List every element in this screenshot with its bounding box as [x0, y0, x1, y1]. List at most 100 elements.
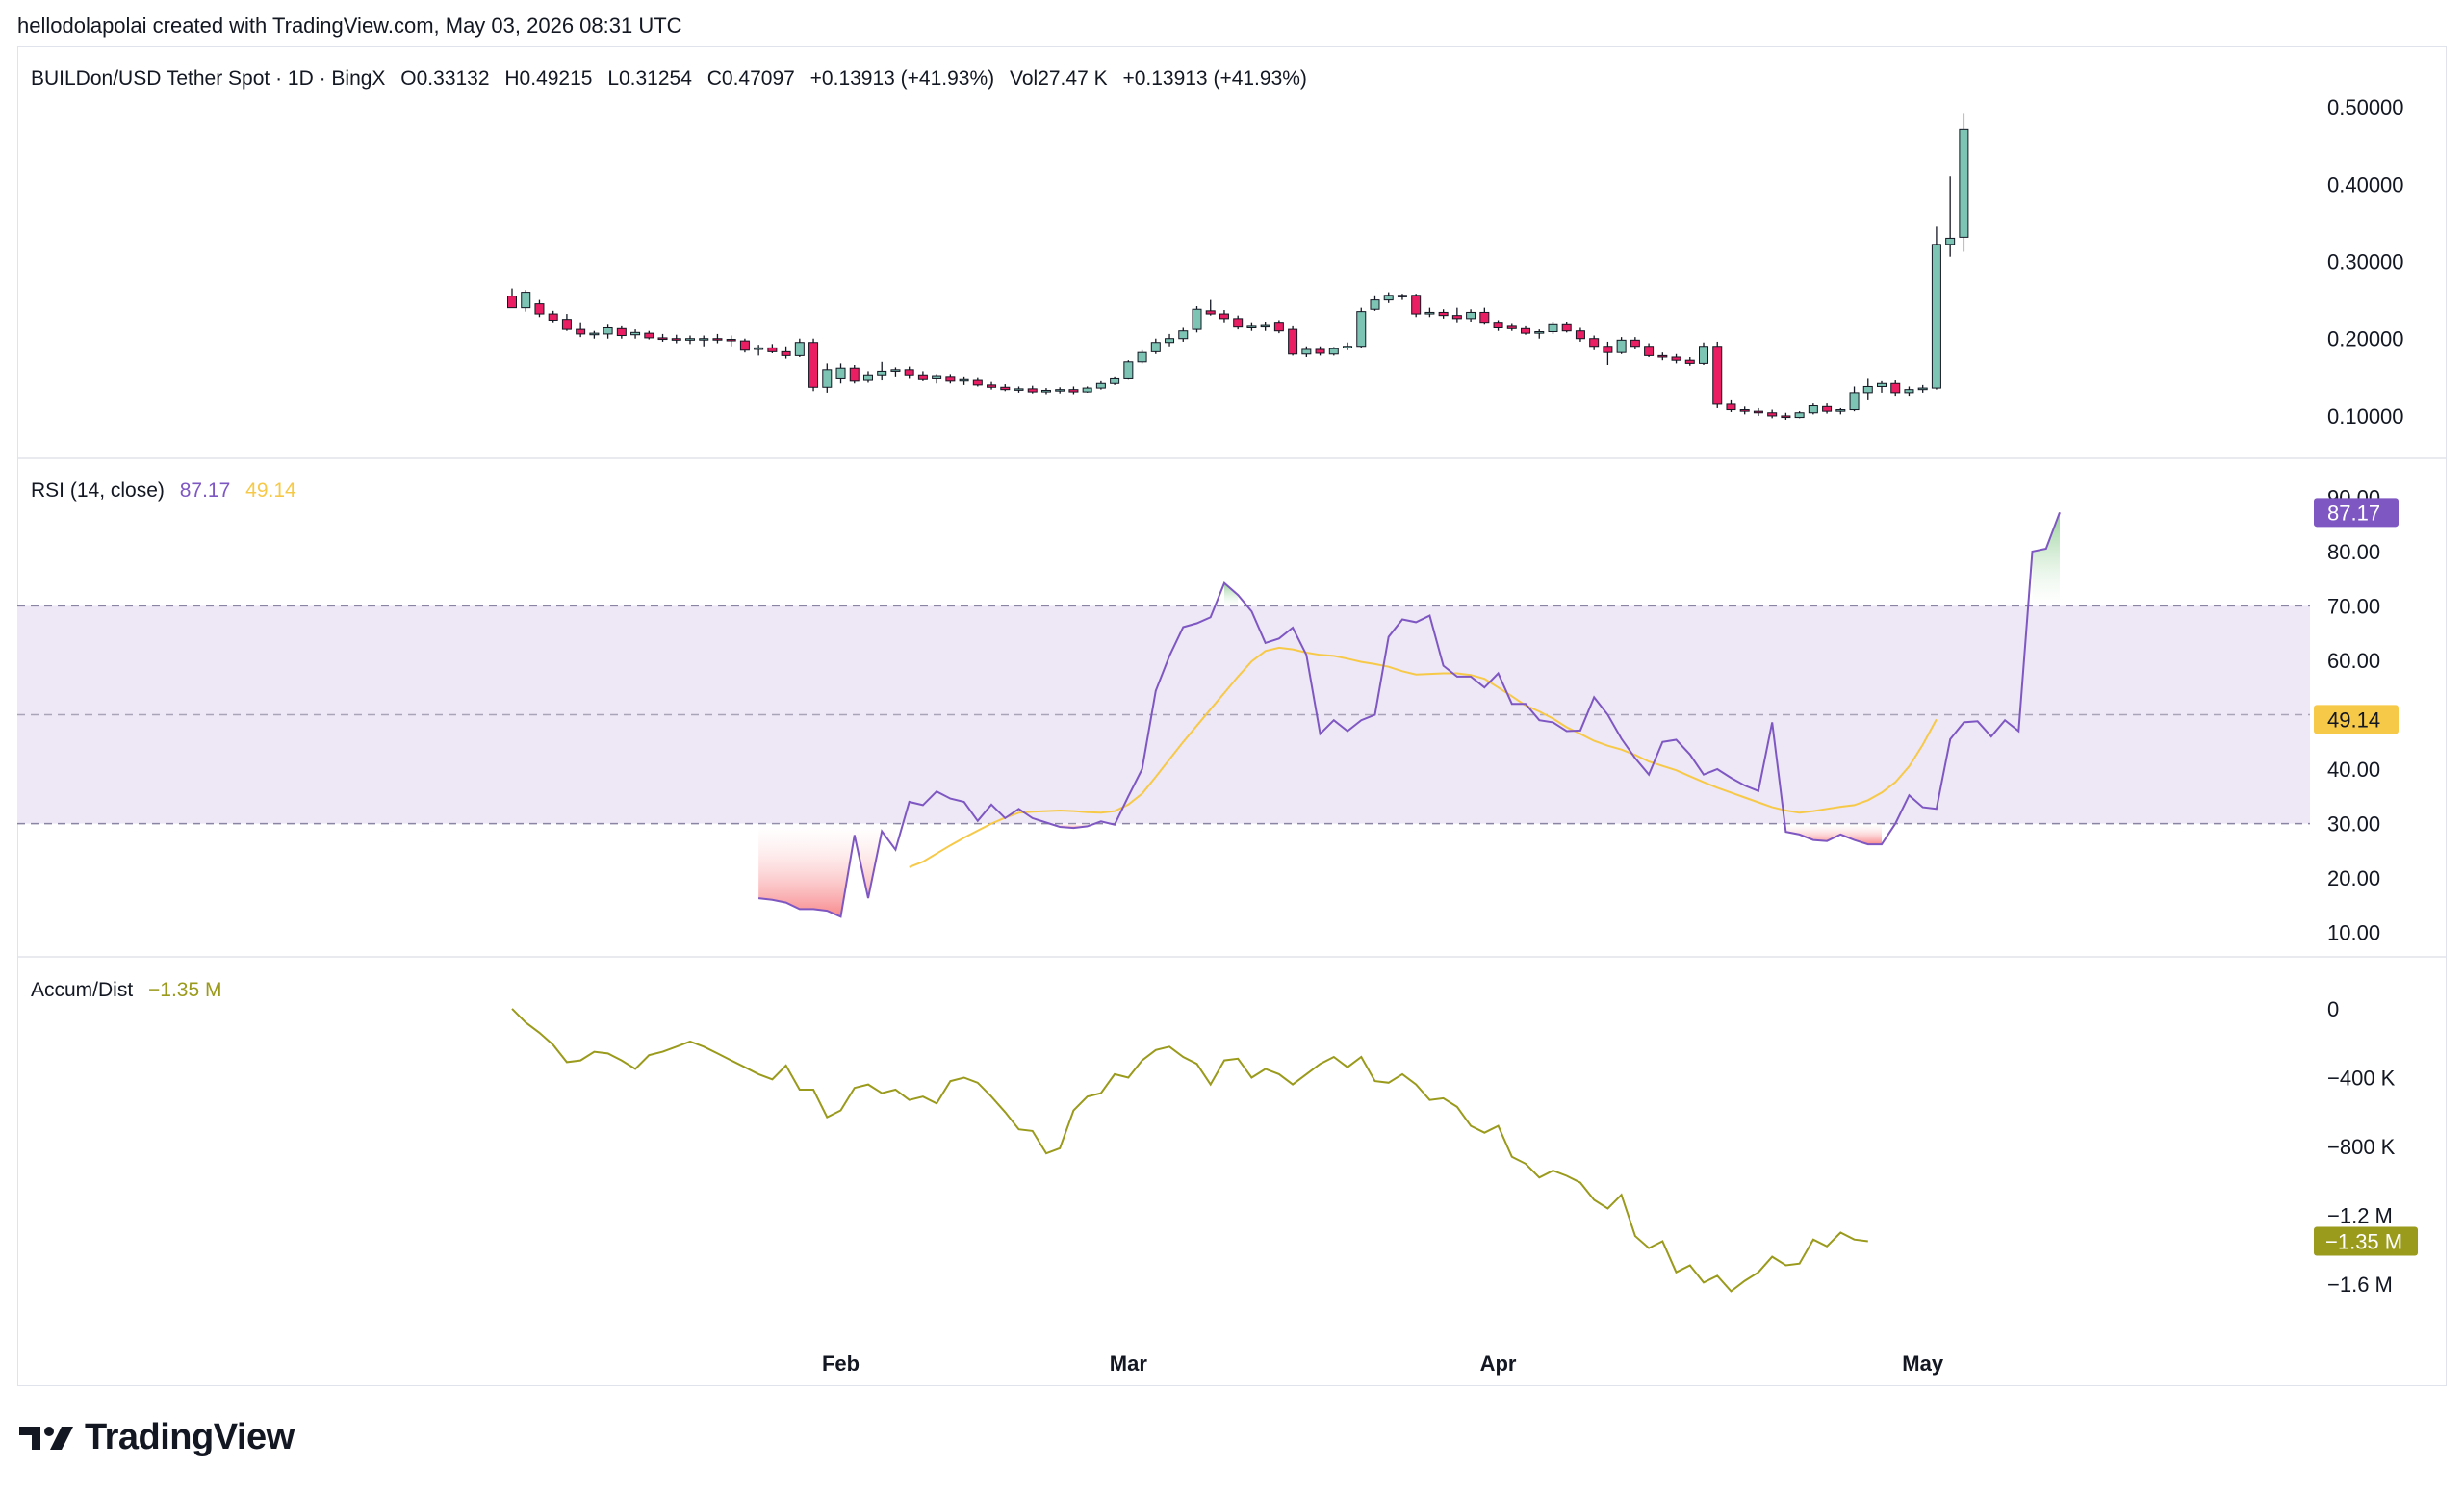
- candle-body: [862, 374, 873, 381]
- candle: [1739, 406, 1750, 415]
- candle: [781, 346, 791, 359]
- symbol-label[interactable]: BUILDon/USD Tether Spot · 1D · BingX: [31, 67, 386, 90]
- candle-body: [781, 350, 791, 356]
- candle-body: [1150, 342, 1161, 352]
- candle-body: [521, 292, 531, 309]
- candle-body: [1068, 389, 1079, 393]
- candle: [1328, 347, 1339, 356]
- rsi-label[interactable]: RSI (14, close): [31, 479, 165, 502]
- candle: [1343, 342, 1353, 350]
- candle-body: [1862, 385, 1873, 394]
- candle: [1506, 323, 1517, 331]
- candle-body: [1808, 405, 1818, 414]
- candle: [1589, 335, 1600, 350]
- rsi-oversold-fill: [758, 823, 896, 917]
- candle: [1040, 388, 1051, 395]
- candle-body: [1397, 295, 1407, 297]
- candle-body: [1506, 325, 1517, 329]
- candle: [1684, 356, 1695, 366]
- candle: [671, 334, 681, 344]
- price-tick-label: 0.20000: [2327, 327, 2404, 351]
- candle-body: [507, 296, 517, 309]
- candle-body: [890, 369, 901, 372]
- candle: [890, 367, 901, 377]
- price-tick-label: 0.10000: [2327, 404, 2404, 428]
- candle-body: [1767, 412, 1778, 417]
- candle: [1150, 338, 1161, 354]
- candle: [1082, 386, 1092, 393]
- candle: [1671, 353, 1681, 364]
- candle-body: [1548, 323, 1558, 333]
- candle-body: [754, 347, 764, 350]
- high-value: H0.49215: [504, 67, 593, 90]
- candle: [1931, 226, 1941, 390]
- candle-body: [603, 326, 613, 335]
- candle: [589, 330, 600, 339]
- candle-body: [561, 319, 572, 330]
- candle-body: [726, 339, 736, 342]
- candle: [1027, 385, 1038, 394]
- candle-body: [548, 313, 558, 321]
- created-by-line: hellodolapolai created with TradingView.…: [17, 13, 682, 38]
- rsi-tick-label: 40.00: [2327, 758, 2380, 782]
- candle: [712, 333, 723, 344]
- candle-body: [1356, 311, 1367, 348]
- ad-label[interactable]: Accum/Dist: [31, 979, 134, 1001]
- candle-body: [972, 379, 983, 386]
- rsi-tick-label: 30.00: [2327, 812, 2380, 837]
- candle: [1068, 386, 1079, 395]
- candle: [1260, 322, 1270, 331]
- candle-body: [1644, 346, 1655, 356]
- candle: [1315, 346, 1325, 356]
- candle-body: [1246, 325, 1257, 328]
- candle-body: [1411, 295, 1422, 315]
- candle: [1493, 320, 1503, 331]
- candle: [1095, 380, 1106, 390]
- tradingview-brand[interactable]: TradingView: [19, 1417, 295, 1458]
- candle-body: [712, 338, 723, 341]
- candle: [1246, 322, 1257, 331]
- candle-body: [1095, 382, 1106, 389]
- tradingview-logo-icon: [19, 1426, 73, 1450]
- rsi-overbought-fill: [1223, 582, 1239, 606]
- candle: [1959, 113, 1969, 252]
- candle-body: [1165, 338, 1175, 344]
- close-value: C0.47097: [706, 67, 795, 90]
- candle: [1205, 299, 1216, 316]
- candle: [630, 329, 641, 339]
- candle: [1726, 399, 1736, 412]
- candle: [1548, 322, 1558, 334]
- candle-body: [1781, 415, 1791, 419]
- candle-body: [1603, 346, 1613, 353]
- candle-body: [1945, 237, 1956, 245]
- candle-body: [644, 332, 654, 339]
- candle-body: [1794, 412, 1805, 419]
- candle-body: [1671, 356, 1681, 361]
- candle: [576, 322, 586, 338]
- candle-body: [1260, 324, 1270, 328]
- price-tick-label: 0.40000: [2327, 172, 2404, 196]
- candle: [1794, 411, 1805, 419]
- candle: [1383, 292, 1394, 303]
- candle: [616, 325, 627, 339]
- candle-body: [1726, 403, 1736, 411]
- candle: [987, 381, 997, 390]
- candle: [1438, 309, 1449, 319]
- ad-tick-label: −1.2 M: [2327, 1204, 2393, 1228]
- candle: [1192, 306, 1202, 333]
- candle-body: [576, 328, 586, 335]
- candle: [917, 371, 928, 381]
- candle: [1808, 403, 1818, 415]
- candle-body: [1027, 388, 1038, 393]
- candle-body: [1205, 310, 1216, 315]
- candle: [1451, 307, 1462, 323]
- rsi-value: 87.17: [179, 479, 231, 502]
- candle-body: [1055, 389, 1065, 392]
- candle: [972, 377, 983, 387]
- candle: [767, 344, 778, 353]
- candle: [739, 338, 750, 353]
- candle-body: [932, 375, 942, 379]
- candle-body: [1877, 382, 1886, 387]
- ad-tick-label: −800 K: [2327, 1135, 2396, 1159]
